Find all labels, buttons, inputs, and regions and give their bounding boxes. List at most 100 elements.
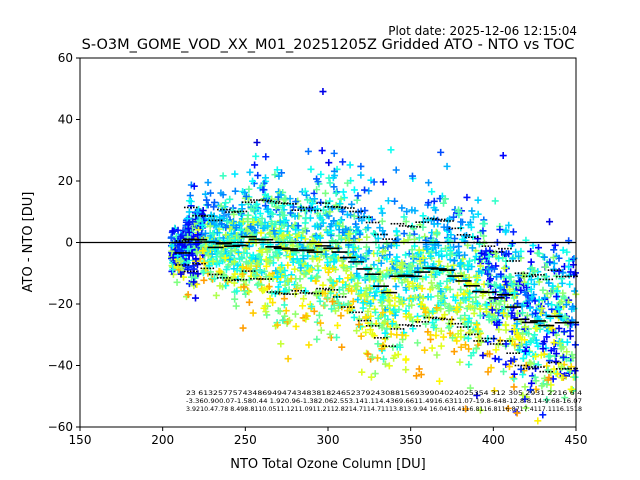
data-point	[476, 406, 484, 414]
data-point	[517, 247, 525, 255]
bin-std-dot	[341, 296, 344, 298]
bin-std-dot	[361, 210, 363, 213]
bin-std-dot	[401, 225, 404, 227]
bin-std-dot	[531, 367, 534, 370]
data-point	[337, 312, 345, 320]
data-point	[246, 168, 254, 176]
data-point	[510, 370, 518, 378]
bin-std-dot	[308, 206, 311, 209]
data-point	[222, 223, 230, 231]
bin-std-dot	[507, 340, 509, 342]
data-point	[353, 327, 361, 335]
data-point	[292, 226, 300, 234]
data-point	[349, 297, 357, 305]
data-point	[464, 261, 472, 269]
data-point	[329, 265, 337, 273]
data-point	[440, 333, 448, 341]
data-point	[374, 314, 382, 322]
data-point	[234, 231, 242, 239]
data-point	[301, 187, 309, 195]
bin-std-dot	[413, 325, 415, 327]
data-point	[522, 323, 530, 331]
bin-std-dot	[231, 279, 233, 282]
bin-std-dot	[419, 226, 421, 228]
data-point	[302, 214, 310, 222]
bin-std-dot	[266, 291, 269, 293]
bin-std-dot	[465, 236, 467, 239]
data-point	[377, 259, 385, 267]
bin-std-dot	[264, 199, 266, 202]
bin-std-dot	[459, 234, 462, 236]
data-point	[227, 248, 235, 256]
bin-std-dot	[548, 370, 551, 373]
data-point	[330, 217, 338, 225]
x-axis-ticks: 150 200 250 300 350 400 450	[69, 427, 587, 447]
data-point	[257, 220, 265, 228]
data-point	[532, 377, 540, 385]
data-point	[374, 265, 382, 273]
data-point	[402, 366, 410, 374]
data-point	[405, 262, 413, 270]
data-point	[252, 152, 260, 160]
bin-std-dot	[244, 270, 247, 272]
data-point	[294, 222, 302, 230]
bin-std-dot	[192, 270, 195, 273]
bin-std-dot	[286, 293, 288, 295]
data-point	[392, 256, 400, 264]
bin-std-dot	[297, 289, 300, 292]
data-point	[544, 366, 552, 374]
bin-std-dot	[487, 245, 490, 247]
data-point	[362, 313, 370, 321]
data-point	[519, 391, 527, 399]
bin-std-dot	[241, 201, 244, 204]
bin-std-dot	[256, 199, 258, 201]
bin-std-dot	[398, 324, 401, 326]
data-point	[291, 265, 299, 273]
data-point	[450, 213, 458, 221]
data-point	[377, 205, 385, 213]
data-point	[309, 255, 317, 263]
data-point	[541, 374, 549, 382]
bin-std-dot	[187, 264, 190, 266]
bin-std-dot	[382, 345, 384, 347]
bin-std-dot	[520, 272, 523, 275]
data-point	[333, 333, 341, 341]
bin-std-dot	[270, 199, 272, 202]
data-point	[304, 147, 312, 155]
data-point	[363, 264, 371, 272]
data-point	[184, 245, 192, 253]
data-point	[199, 269, 207, 277]
data-point	[209, 257, 217, 265]
bin-std-dot	[349, 210, 351, 213]
bin-std-dot	[217, 219, 220, 222]
data-point	[566, 332, 574, 340]
data-point	[485, 265, 493, 273]
bin-std-dot	[325, 287, 327, 290]
bin-std-dot	[277, 202, 280, 204]
data-point	[412, 372, 420, 380]
data-point	[565, 271, 573, 279]
bin-std-dot	[415, 321, 418, 323]
data-point	[230, 258, 238, 266]
data-point	[542, 311, 550, 319]
data-point	[415, 234, 423, 242]
data-point	[406, 314, 414, 322]
data-point	[491, 355, 499, 363]
data-point	[262, 273, 270, 281]
data-point	[207, 189, 215, 197]
data-point	[381, 360, 389, 368]
data-point	[527, 247, 535, 255]
data-point	[271, 171, 279, 179]
data-point	[336, 200, 344, 208]
data-point	[561, 294, 569, 302]
data-point	[252, 213, 260, 221]
data-point	[203, 196, 211, 204]
bin-std-dot	[335, 206, 338, 208]
data-point	[193, 208, 201, 216]
data-point	[380, 355, 388, 363]
bin-std-dot	[462, 234, 465, 236]
data-point	[355, 245, 363, 253]
data-point	[526, 304, 534, 312]
bin-std-dot	[564, 367, 566, 370]
data-point	[562, 314, 570, 322]
